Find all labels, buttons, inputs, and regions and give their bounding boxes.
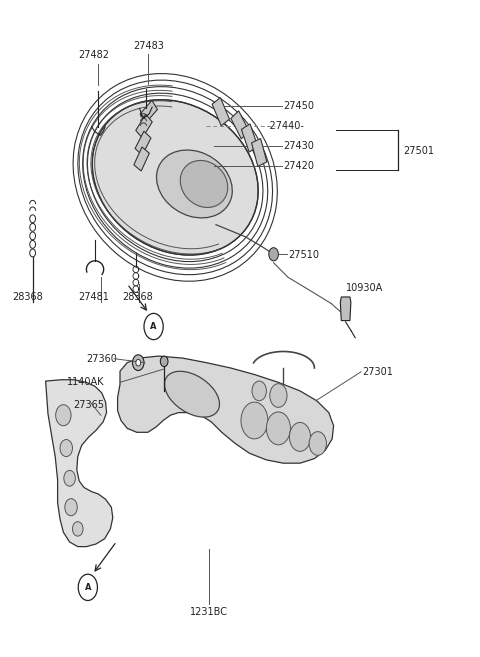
Text: 27483: 27483 xyxy=(133,41,164,51)
Circle shape xyxy=(56,405,71,426)
Polygon shape xyxy=(135,131,151,155)
Circle shape xyxy=(132,355,144,371)
Polygon shape xyxy=(340,297,351,321)
Circle shape xyxy=(30,249,36,257)
Text: 27510: 27510 xyxy=(288,250,319,260)
Circle shape xyxy=(252,381,266,401)
Circle shape xyxy=(160,356,168,367)
Circle shape xyxy=(78,574,97,600)
Polygon shape xyxy=(231,111,249,139)
Polygon shape xyxy=(140,101,157,123)
Circle shape xyxy=(269,248,278,261)
Text: 28368: 28368 xyxy=(122,292,153,302)
Polygon shape xyxy=(136,114,152,138)
Text: 27481: 27481 xyxy=(78,292,108,302)
Text: 27482: 27482 xyxy=(78,51,109,60)
Text: 28368: 28368 xyxy=(12,292,43,302)
Polygon shape xyxy=(134,147,149,171)
Polygon shape xyxy=(212,98,229,125)
Text: 27450: 27450 xyxy=(283,101,314,112)
Polygon shape xyxy=(252,139,267,166)
Text: 27501: 27501 xyxy=(403,146,434,156)
Text: A: A xyxy=(150,322,157,331)
Circle shape xyxy=(270,384,287,407)
Polygon shape xyxy=(118,356,334,463)
Ellipse shape xyxy=(180,160,228,208)
Circle shape xyxy=(30,232,36,240)
Polygon shape xyxy=(46,380,113,547)
Text: 27360: 27360 xyxy=(86,353,117,364)
Circle shape xyxy=(309,432,326,455)
Circle shape xyxy=(144,313,163,340)
Text: 1140AK: 1140AK xyxy=(67,377,105,388)
Text: 27420: 27420 xyxy=(283,160,314,171)
Circle shape xyxy=(289,422,311,451)
Ellipse shape xyxy=(165,371,219,417)
Circle shape xyxy=(241,402,268,439)
Circle shape xyxy=(64,470,75,486)
Polygon shape xyxy=(241,124,258,152)
Text: -27440-: -27440- xyxy=(266,121,304,131)
Text: 27365: 27365 xyxy=(73,400,104,411)
Circle shape xyxy=(30,223,36,231)
Ellipse shape xyxy=(156,150,232,218)
Circle shape xyxy=(72,522,83,536)
Text: 1231BC: 1231BC xyxy=(190,607,228,618)
Text: A: A xyxy=(84,583,91,592)
Circle shape xyxy=(30,215,36,223)
Ellipse shape xyxy=(92,100,258,255)
Text: 27430: 27430 xyxy=(283,141,314,151)
Text: 10930A: 10930A xyxy=(346,283,383,293)
Text: 27301: 27301 xyxy=(362,367,393,377)
Circle shape xyxy=(136,359,141,366)
Circle shape xyxy=(30,240,36,248)
Circle shape xyxy=(65,499,77,516)
Circle shape xyxy=(60,440,72,457)
Circle shape xyxy=(266,412,290,445)
